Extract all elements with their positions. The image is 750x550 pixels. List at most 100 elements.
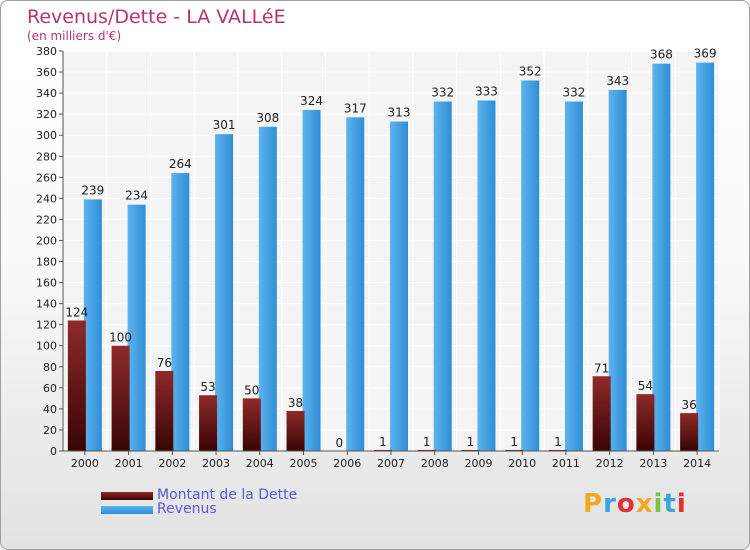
x-tick-label: 2011 (552, 457, 580, 470)
logo-letter: i (676, 489, 687, 519)
data-label-revenus: 343 (606, 74, 629, 88)
chart-title: Revenus/Dette - LA VALLéE (27, 6, 286, 28)
data-label-debt: 124 (65, 305, 88, 319)
bar-revenus (390, 121, 408, 452)
data-label-debt: 1 (510, 435, 518, 449)
logo-letter: x (635, 489, 654, 519)
data-label-revenus: 332 (562, 86, 585, 100)
data-label-revenus: 234 (125, 189, 148, 203)
x-tick-label: 2009 (464, 457, 492, 470)
x-tick-label: 2012 (596, 457, 624, 470)
bar-debt (505, 449, 524, 451)
bar-revenus (564, 101, 583, 452)
y-tick-label: 200 (36, 234, 57, 247)
y-tick-label: 140 (36, 298, 57, 311)
y-tick-label: 240 (36, 192, 57, 205)
x-tick-label: 2005 (290, 457, 318, 470)
data-label-debt: 71 (594, 361, 609, 375)
bar-revenus (215, 134, 234, 451)
bar-debt (199, 395, 218, 451)
x-tick-label: 2001 (115, 457, 143, 470)
x-tick-label: 2006 (333, 457, 361, 470)
data-label-debt: 50 (244, 383, 259, 397)
legend-label-debt: Montant de la Dette (157, 487, 298, 503)
bar-debt (417, 449, 436, 451)
bar-revenus (127, 204, 146, 451)
bar-debt (636, 394, 655, 451)
bar-revenus (433, 101, 452, 452)
bar-debt (242, 398, 261, 451)
x-tick-label: 2000 (71, 457, 99, 470)
x-tick-label: 2010 (508, 457, 536, 470)
y-tick-label: 100 (36, 340, 57, 353)
bar-revenus (652, 63, 671, 451)
bar-revenus (302, 109, 321, 452)
bar-debt (67, 320, 86, 451)
y-tick-label: 380 (36, 45, 57, 58)
y-tick-label: 180 (36, 256, 57, 269)
bar-debt (111, 345, 130, 451)
data-label-revenus: 313 (388, 106, 411, 120)
y-tick-label: 120 (36, 319, 57, 332)
legend-label-revenus: Revenus (157, 501, 217, 517)
data-label-revenus: 301 (213, 118, 236, 132)
data-label-debt: 1 (379, 435, 387, 449)
bar-debt (592, 376, 611, 451)
data-label-revenus: 264 (169, 157, 192, 171)
data-label-revenus: 369 (694, 47, 717, 61)
bar-revenus (608, 89, 627, 452)
x-tick-label: 2013 (639, 457, 667, 470)
data-label-revenus: 332 (431, 86, 454, 100)
data-label-revenus: 333 (475, 84, 498, 98)
legend-swatch-revenus (101, 506, 153, 514)
axes: 0204060801001201401601802002202402602803… (36, 45, 719, 470)
bar-revenus (258, 126, 277, 451)
y-tick-label: 280 (36, 150, 57, 163)
x-tick-label: 2008 (421, 457, 449, 470)
y-tick-label: 0 (50, 445, 57, 458)
data-label-revenus: 324 (300, 94, 323, 108)
x-tick-label: 2014 (683, 457, 711, 470)
x-tick-label: 2002 (158, 457, 186, 470)
data-label-debt: 1 (467, 435, 475, 449)
y-tick-label: 360 (36, 66, 57, 79)
data-label-debt: 53 (200, 380, 215, 394)
bar-debt (548, 449, 567, 451)
x-tick-label: 2007 (377, 457, 405, 470)
logo-letter: r (603, 489, 617, 519)
y-tick-label: 260 (36, 171, 57, 184)
logo-letter: t (663, 489, 677, 519)
data-label-debt: 1 (554, 435, 562, 449)
y-tick-label: 220 (36, 213, 57, 226)
data-label-revenus: 239 (81, 183, 104, 197)
bar-revenus (171, 173, 190, 451)
y-tick-label: 80 (43, 361, 57, 374)
bar-revenus (346, 117, 365, 451)
data-label-revenus: 317 (344, 101, 367, 115)
data-label-debt: 54 (638, 379, 653, 393)
x-tick-label: 2004 (246, 457, 274, 470)
bar-revenus (83, 199, 102, 451)
bar-revenus (696, 62, 715, 451)
data-label-debt: 36 (681, 398, 696, 412)
data-label-debt: 1 (423, 435, 431, 449)
logo-letter: P (583, 489, 604, 519)
y-tick-label: 160 (36, 277, 57, 290)
y-tick-label: 320 (36, 108, 57, 121)
data-label-revenus: 308 (256, 111, 279, 125)
bar-debt (374, 449, 392, 451)
y-tick-label: 300 (36, 129, 57, 142)
data-label-debt: 0 (335, 436, 343, 450)
y-tick-label: 40 (43, 403, 57, 416)
logo-letter: i (653, 489, 664, 519)
bar-debt (461, 449, 480, 451)
data-label-debt: 76 (157, 356, 172, 370)
bar-revenus (477, 100, 496, 451)
data-label-debt: 38 (288, 396, 303, 410)
bar-debt (680, 413, 699, 451)
legend-swatch-debt (101, 492, 153, 500)
data-label-revenus: 368 (650, 48, 673, 62)
bar-debt (286, 411, 305, 451)
